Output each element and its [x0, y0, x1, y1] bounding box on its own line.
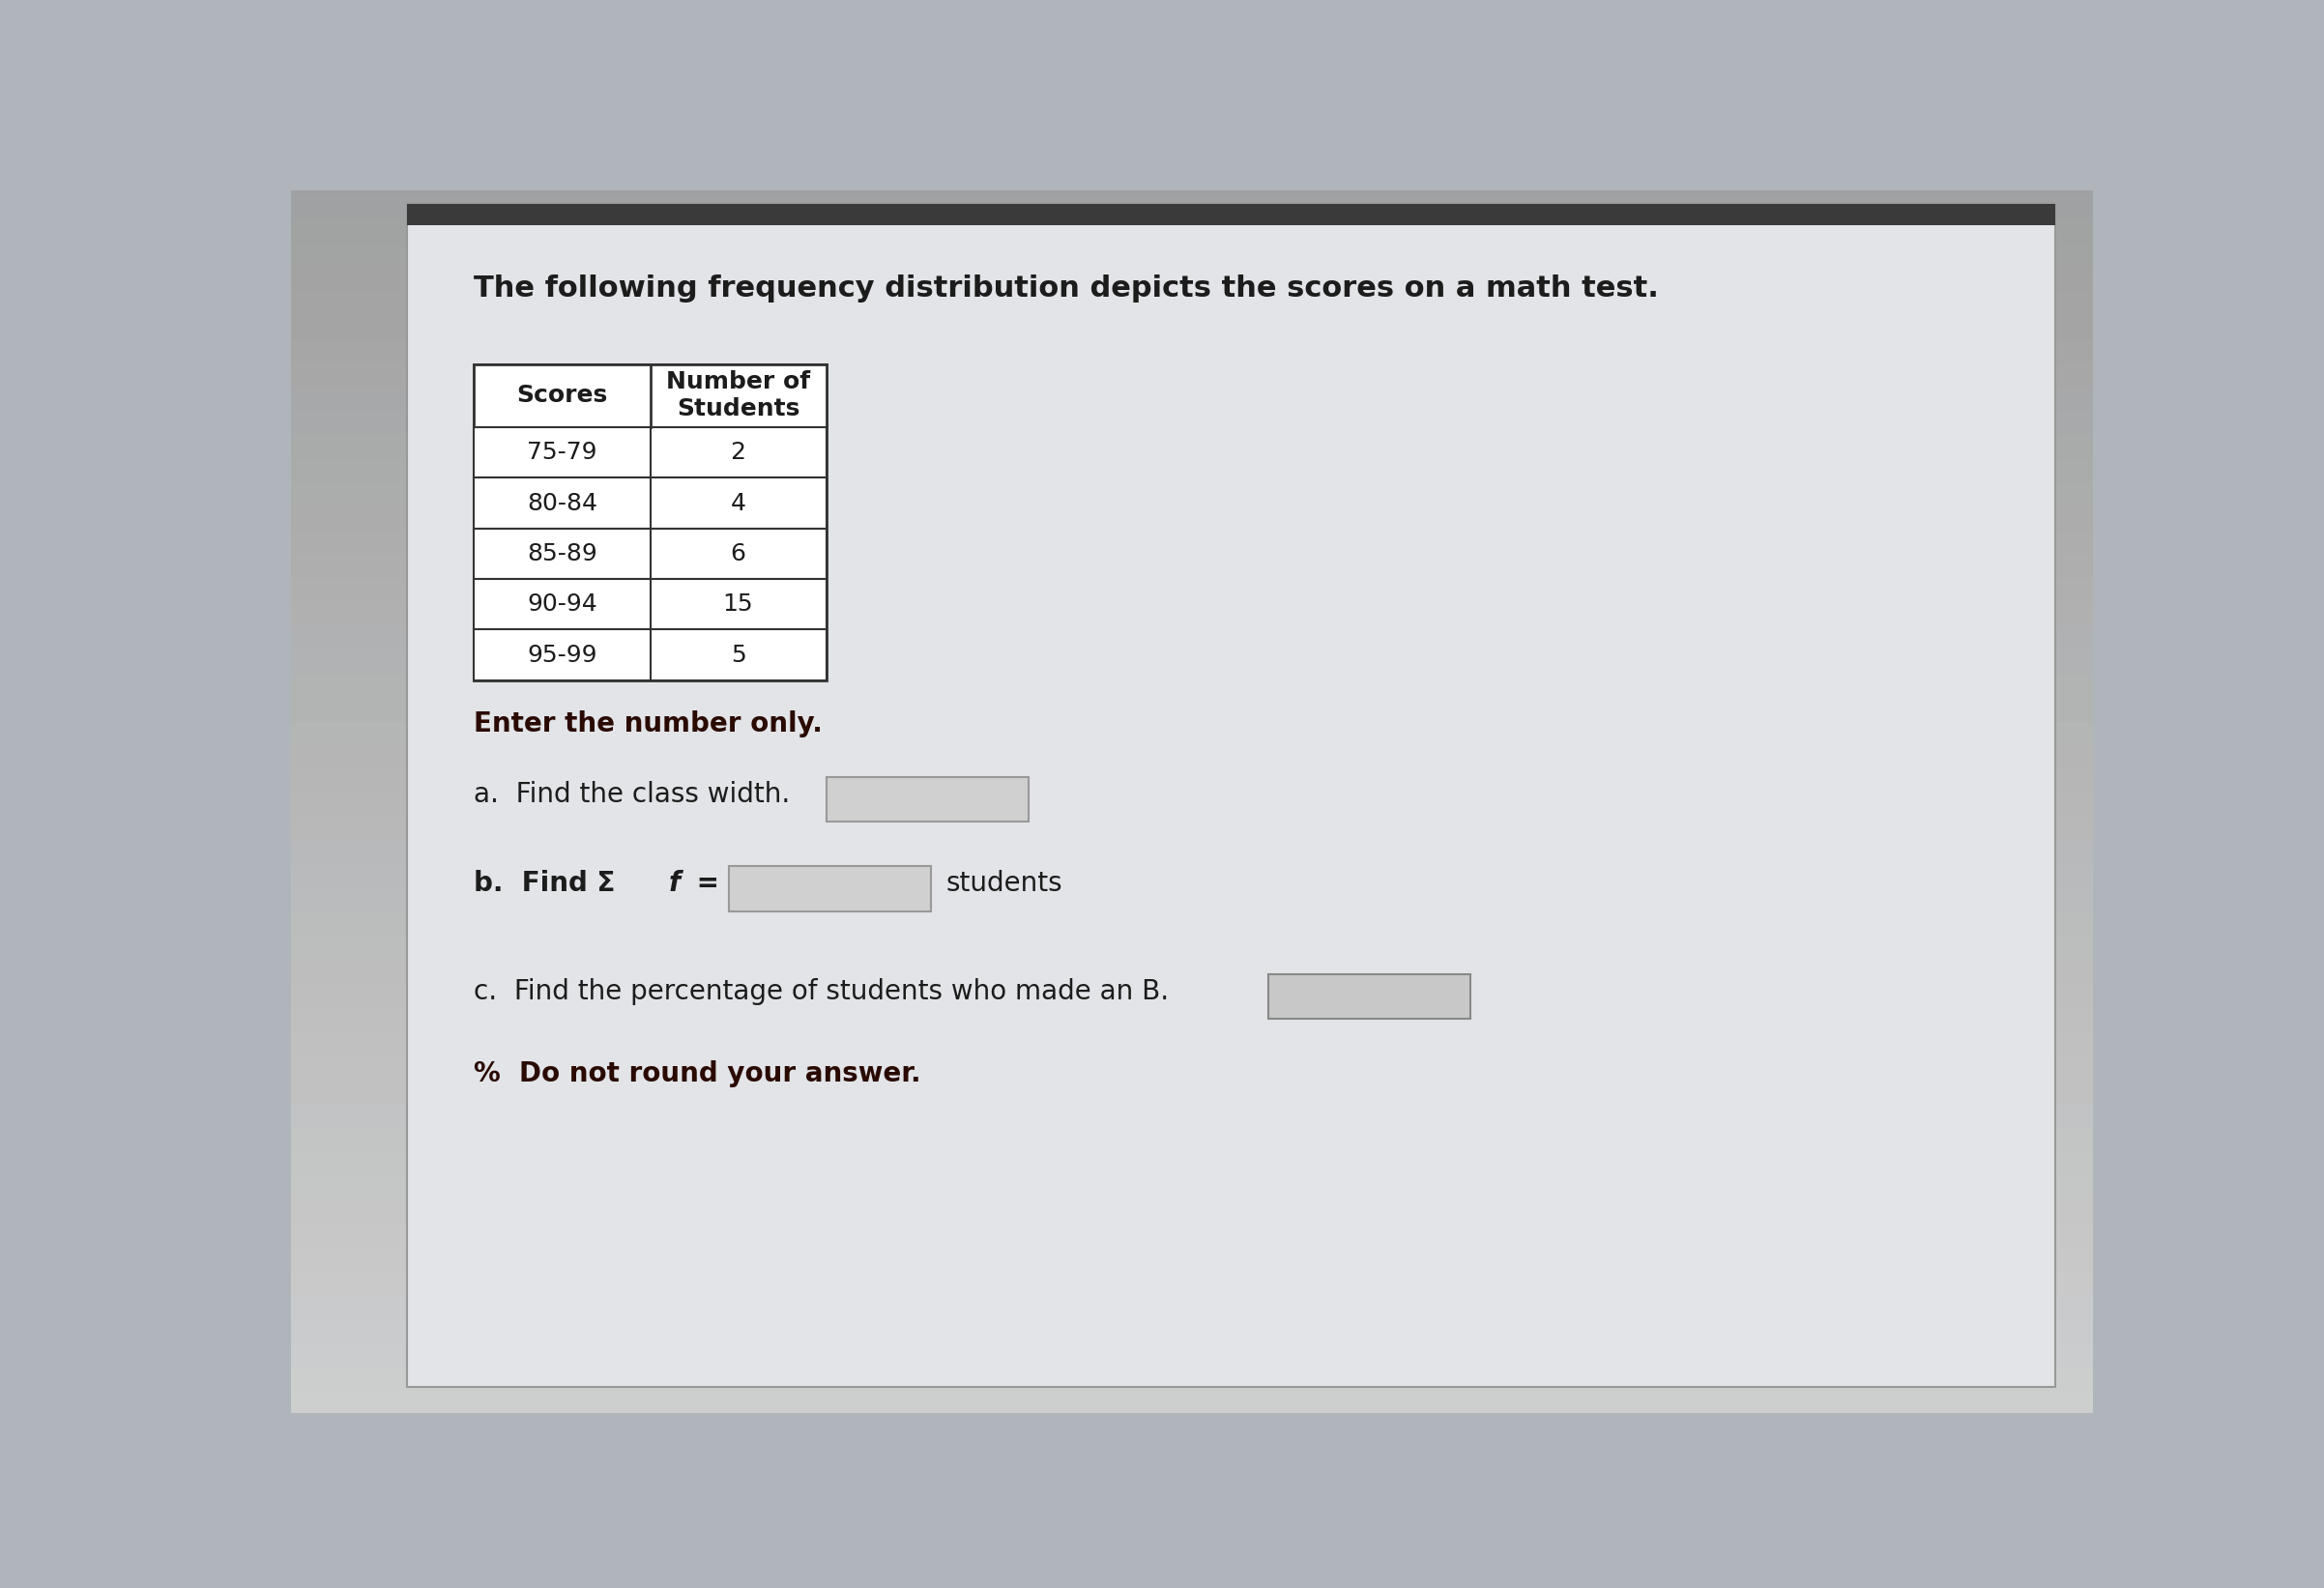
- Text: Scores: Scores: [516, 384, 607, 407]
- Bar: [474, 478, 827, 529]
- Bar: [474, 364, 827, 427]
- Bar: [474, 580, 827, 630]
- Bar: [474, 364, 827, 680]
- Text: 80-84: 80-84: [528, 492, 597, 515]
- Text: a.  Find the class width.: a. Find the class width.: [474, 781, 790, 808]
- Text: %  Do not round your answer.: % Do not round your answer.: [474, 1059, 920, 1086]
- Text: 85-89: 85-89: [528, 542, 597, 565]
- Text: =: =: [688, 870, 720, 897]
- Text: Number of
Students: Number of Students: [667, 370, 811, 421]
- Text: 6: 6: [730, 542, 746, 565]
- Text: 75-79: 75-79: [528, 441, 597, 464]
- Text: c.  Find the percentage of students who made an B.: c. Find the percentage of students who m…: [474, 978, 1169, 1005]
- Text: 5: 5: [730, 643, 746, 667]
- Text: 4: 4: [730, 492, 746, 515]
- Bar: [827, 777, 1030, 821]
- Text: f: f: [669, 870, 681, 897]
- Text: 15: 15: [723, 592, 753, 616]
- Text: Enter the number only.: Enter the number only.: [474, 710, 823, 737]
- Text: b.  Find Σ: b. Find Σ: [474, 870, 616, 897]
- Text: 2: 2: [730, 441, 746, 464]
- Text: 95-99: 95-99: [528, 643, 597, 667]
- Bar: [474, 630, 827, 680]
- Text: students: students: [946, 870, 1062, 897]
- Bar: [1269, 973, 1471, 1019]
- Bar: [474, 529, 827, 580]
- Bar: [730, 867, 932, 912]
- Text: The following frequency distribution depicts the scores on a math test.: The following frequency distribution dep…: [474, 275, 1659, 303]
- Bar: [407, 203, 2054, 225]
- Text: 90-94: 90-94: [528, 592, 597, 616]
- Bar: [474, 427, 827, 478]
